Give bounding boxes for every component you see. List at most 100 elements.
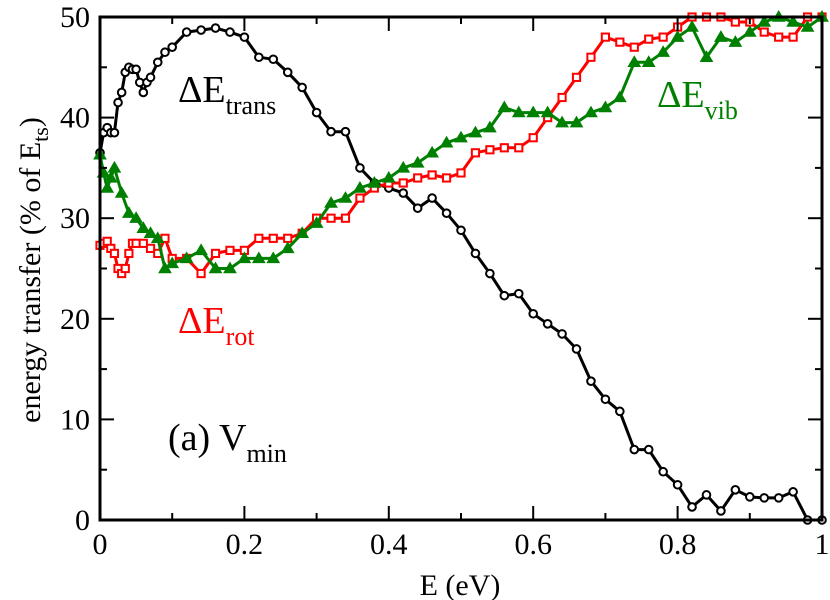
y-tick-label: 40 [60,102,90,135]
data-point [644,34,654,44]
data-point [398,178,408,188]
data-point [131,64,141,75]
data-point [716,506,726,516]
data-point [100,181,115,193]
data-point [196,268,206,279]
data-point [254,233,264,243]
data-point [295,226,310,238]
data-point [122,206,136,218]
data-point [571,344,582,354]
data-point [773,493,784,503]
data-point [485,145,495,155]
x-tick-label: 0.6 [514,528,552,561]
series-triangle-group [93,10,829,274]
data-point [687,502,697,512]
data-point [353,181,367,193]
data-point [160,47,170,58]
data-point [103,170,118,183]
data-point [730,485,741,495]
data-point [355,193,365,203]
data-point [612,90,627,103]
panel-label: (a) Vmin [168,417,287,468]
data-point [208,261,223,274]
data-point [340,213,351,223]
data-point [528,133,538,143]
data-point [280,241,295,254]
data-point [728,35,743,47]
data-point [410,155,425,168]
data-point [179,251,194,264]
x-tick-label: 0.2 [226,528,264,561]
data-point [124,248,134,259]
data-point [297,82,307,93]
data-point [615,37,625,47]
data-point [658,32,668,42]
data-point [150,231,165,244]
data-point [425,145,439,158]
data-point [145,72,156,83]
y-tick-label: 20 [60,303,90,336]
data-point [196,25,206,35]
data-point [745,492,755,502]
data-point [266,251,281,264]
data-point [131,238,141,248]
data-point [165,256,180,269]
x-tick-label: 0.4 [370,528,408,561]
data-point [109,248,120,259]
data-point [788,32,798,42]
data-point [282,67,293,78]
data-point [629,444,640,455]
data-point [456,225,466,236]
y-tick-label: 30 [60,202,90,235]
data-point [627,55,642,67]
data-point [800,20,815,32]
data-point [225,27,235,37]
data-point [511,105,526,118]
data-point [470,148,481,158]
y-tick-label: 0 [75,504,90,537]
data-point [237,251,252,264]
data-point [454,130,468,143]
data-point [283,233,293,243]
data-point [470,248,481,259]
data-point [398,188,409,198]
data-point [598,100,613,113]
data-point [326,126,336,137]
data-point [367,176,382,188]
data-point [600,32,610,42]
data-point [181,27,192,37]
data-point [742,25,757,37]
data-point [439,135,454,148]
data-point [152,57,163,68]
data-point [138,87,149,98]
data-point [788,487,798,497]
data-point [685,20,699,32]
data-point [730,17,740,27]
data-point [396,160,411,173]
data-point [251,251,266,264]
series-label-vib-main: ΔE [657,74,705,116]
data-point [441,173,452,183]
data-point [643,444,654,455]
data-point [714,30,728,42]
data-point [210,248,221,259]
data-point [309,216,324,228]
y-tick-label: 50 [60,1,90,34]
panel-label-main: (a) V [168,417,247,459]
data-point [555,115,569,128]
x-tick-label: 0 [93,528,108,561]
series-label-rot-main: ΔE [178,300,226,342]
data-point [167,42,177,52]
data-point [528,308,539,319]
data-point [381,170,396,183]
data-point [757,15,772,27]
data-point [326,213,336,223]
data-point [254,52,264,63]
data-point [114,186,129,198]
series-label-trans-main: ΔE [178,69,226,111]
data-point [499,143,509,153]
x-tick-label: 0.8 [659,528,697,561]
data-point [485,268,495,279]
data-point [116,87,127,98]
